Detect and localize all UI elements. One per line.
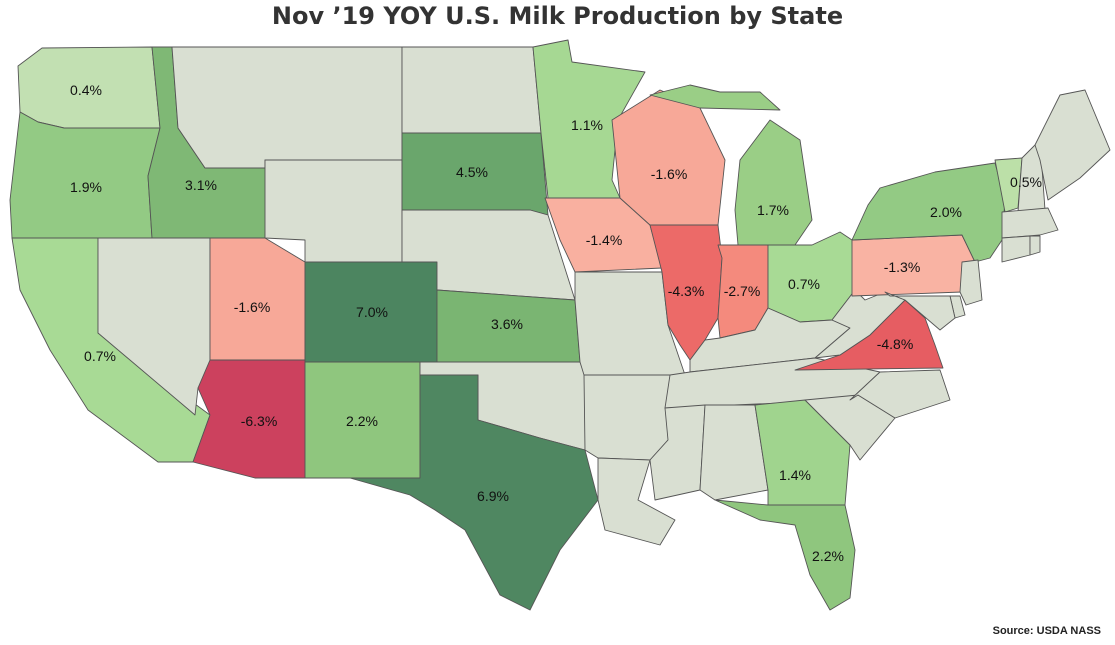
state-value-mi: 1.7% [757, 202, 789, 218]
state-value-az: -6.3% [241, 413, 278, 429]
state-value-ga: 1.4% [779, 467, 811, 483]
state-value-fl: 2.2% [812, 548, 844, 564]
state-tx [349, 374, 599, 611]
state-value-wa: 0.4% [70, 82, 102, 98]
state-value-wi: -1.6% [651, 166, 688, 182]
state-value-vt: 0.5% [1010, 174, 1042, 190]
state-value-or: 1.9% [70, 179, 102, 195]
state-ct [1001, 235, 1031, 263]
state-md [884, 291, 956, 331]
state-value-nm: 2.2% [346, 413, 378, 429]
state-value-ia: -1.4% [586, 232, 623, 248]
state-ri [1029, 235, 1041, 256]
state-value-id: 3.1% [185, 177, 217, 193]
source-note: Source: USDA NASS [992, 625, 1101, 637]
state-value-co: 7.0% [356, 304, 388, 320]
state-value-tx: 6.9% [477, 488, 509, 504]
state-value-pa: -1.3% [884, 259, 921, 275]
state-nd [401, 46, 542, 134]
state-value-il: -4.3% [668, 283, 705, 299]
state-sc [804, 394, 896, 461]
state-wy [264, 159, 403, 263]
state-al [699, 404, 769, 501]
state-or [9, 111, 161, 239]
state-value-ut: -1.6% [234, 299, 271, 315]
state-value-mn: 1.1% [571, 117, 603, 133]
state-value-in: -2.7% [724, 283, 761, 299]
state-mt [171, 46, 403, 169]
state-value-ca: 0.7% [84, 348, 116, 364]
state-value-ks: 3.6% [491, 316, 523, 332]
state-nj [959, 259, 983, 306]
state-fl [714, 499, 856, 611]
state-ar [583, 374, 671, 461]
state-me [1034, 89, 1111, 201]
state-value-va: -4.8% [877, 336, 914, 352]
state-ma [1001, 207, 1059, 239]
state-mi [649, 84, 813, 246]
state-value-sd: 4.5% [456, 164, 488, 180]
state-nc [849, 369, 951, 419]
state-value-oh: 0.7% [788, 276, 820, 292]
state-value-ny: 2.0% [930, 204, 962, 220]
state-la [597, 457, 676, 546]
map-title: Nov ’19 YOY U.S. Milk Production by Stat… [271, 2, 844, 30]
state-wi [611, 89, 726, 226]
